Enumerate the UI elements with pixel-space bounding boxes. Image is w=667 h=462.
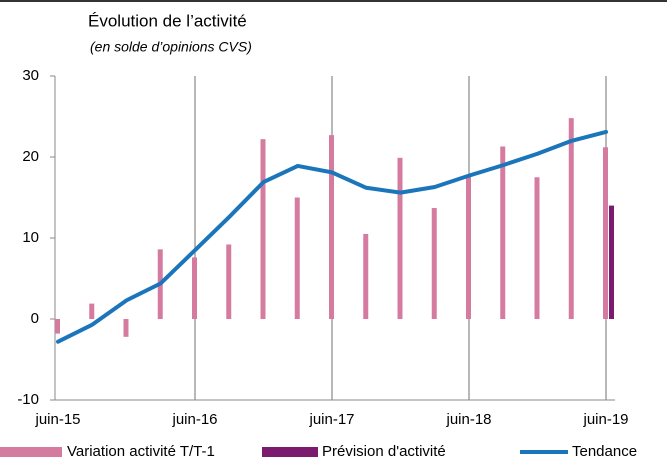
x-tick-label: juin-15	[34, 411, 80, 428]
bar	[397, 157, 403, 319]
y-tick-label: 0	[31, 310, 39, 327]
bar	[123, 319, 129, 337]
bar	[603, 147, 608, 319]
y-tick-label: 10	[22, 229, 39, 246]
legend-swatch	[0, 447, 62, 457]
bar	[609, 205, 614, 319]
legend-label: Variation activité T/T-1	[67, 443, 215, 460]
legend-label: Tendance	[572, 443, 637, 460]
chart-title: Évolution de l’activité	[88, 11, 247, 30]
bar	[568, 118, 574, 320]
y-tick-label: 30	[22, 67, 39, 84]
x-tick-label: juin-19	[582, 411, 628, 428]
bar	[260, 139, 266, 319]
legend-label: Prévision d'activité	[322, 443, 446, 460]
y-tick-label: -10	[17, 391, 39, 408]
bar	[226, 244, 232, 319]
bar	[500, 146, 506, 319]
chart-subtitle: (en solde d’opinions CVS)	[90, 39, 252, 55]
x-tick-label: juin-17	[308, 411, 354, 428]
bar	[363, 233, 369, 319]
bar	[294, 197, 300, 319]
bar	[55, 319, 60, 334]
trend-line	[56, 129, 608, 344]
bar	[431, 208, 437, 319]
bar	[329, 135, 334, 319]
bar	[192, 257, 197, 319]
x-tick-label: juin-18	[445, 411, 491, 428]
y-tick-label: 20	[22, 148, 39, 165]
bar	[89, 303, 95, 319]
legend-swatch	[262, 447, 318, 457]
x-tick-label: juin-16	[171, 411, 217, 428]
bar	[466, 175, 471, 319]
bar	[534, 177, 540, 319]
